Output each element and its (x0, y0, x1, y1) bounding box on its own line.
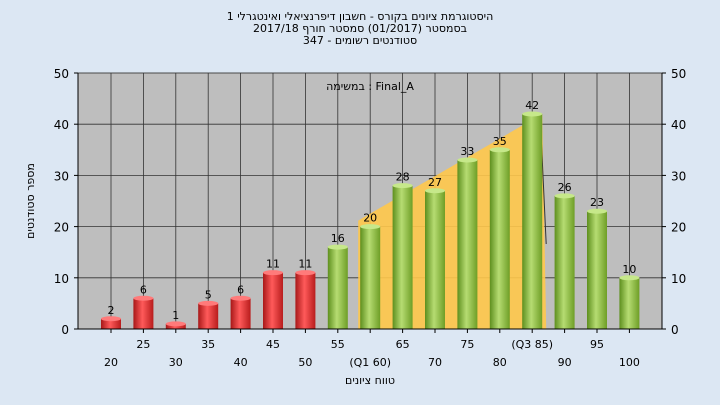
y-tick-label-right: 30 (671, 169, 686, 183)
bar-value-label: 11 (266, 258, 280, 271)
bar (230, 298, 251, 329)
bar-cap (101, 316, 121, 322)
chart-subtitle-semester: בסמסטר (01/2017) סמסטר חורף 2017/18 (253, 22, 467, 35)
x-tick-label: 50 (298, 356, 312, 369)
x-tick-label: 65 (396, 338, 410, 351)
y-tick-label-left: 50 (54, 67, 69, 81)
x-tick-label: 75 (460, 338, 474, 351)
bar-value-label: 33 (460, 145, 474, 158)
y-tick-label-left: 30 (54, 169, 69, 183)
bar-cap (619, 275, 640, 281)
y-tick-label-right: 0 (671, 323, 679, 337)
bar-cap (263, 270, 283, 276)
bar (327, 247, 348, 329)
bar (133, 298, 154, 329)
bar-cap (360, 224, 381, 230)
bar-value-label: 11 (298, 258, 312, 271)
bar (295, 272, 316, 329)
bar-cap (392, 183, 413, 189)
bar-cap (489, 147, 510, 153)
bar (165, 323, 186, 329)
bar (522, 113, 543, 330)
bar-cap (295, 270, 316, 276)
x-tick-label: 40 (234, 356, 248, 369)
bar-value-label: 16 (331, 232, 345, 245)
chart-title: היסטוגרמת ציונים בקורס - חשבון דיפרנציאל… (226, 10, 494, 23)
bar-value-label: 6 (237, 283, 244, 296)
x-axis-label: טווח ציונים (345, 374, 395, 387)
x-tick-label: 30 (169, 356, 183, 369)
y-tick-label-left: 40 (54, 118, 69, 132)
y-tick-label-left: 0 (61, 323, 69, 337)
bar (587, 211, 607, 329)
bar-value-label: 27 (428, 176, 442, 189)
bar (554, 195, 575, 329)
bar (425, 190, 445, 329)
y-tick-label-right: 50 (671, 67, 686, 81)
bar-value-label: 20 (363, 212, 377, 225)
bar (392, 185, 413, 329)
y-tick-label-right: 20 (671, 221, 686, 235)
bar (101, 318, 121, 329)
x-tick-label: 35 (201, 338, 215, 351)
bar (263, 272, 283, 329)
bar-value-label: 6 (140, 283, 147, 296)
bar-value-label: 26 (558, 181, 572, 194)
bar (489, 149, 510, 329)
x-tick-label: 45 (266, 338, 280, 351)
bar-cap (457, 157, 478, 163)
x-tick-label: 95 (590, 338, 604, 351)
chart-subtitle-students: סטודנטים רשומים - 347 (302, 34, 418, 47)
bar-cap (554, 193, 575, 199)
bar-value-label: 23 (590, 196, 604, 209)
bar-cap (425, 188, 445, 194)
x-tick-label: 100 (619, 356, 640, 369)
y-axis-label: מספר סטודנטים (24, 163, 37, 239)
x-tick-label: 80 (493, 356, 507, 369)
x-tick-label: 70 (428, 356, 442, 369)
x-tick-label: 25 (136, 338, 150, 351)
x-tick-label: 90 (558, 356, 572, 369)
x-tick-label: (Q1 60) (349, 356, 391, 369)
bar (198, 303, 219, 329)
bar-cap (327, 244, 348, 250)
chart-annotation: במשימה : Final_A (326, 80, 414, 93)
bar (457, 160, 478, 329)
bar-value-label: 10 (622, 263, 636, 276)
y-tick-label-left: 10 (54, 272, 69, 286)
bar (360, 226, 381, 329)
x-tick-label: (Q3 85) (511, 338, 553, 351)
bar-value-label: 5 (205, 288, 212, 301)
bar-cap (133, 295, 154, 301)
bar (619, 277, 640, 329)
bar-value-label: 1 (172, 309, 179, 322)
y-tick-label-right: 10 (671, 272, 686, 286)
bar-cap (587, 208, 607, 214)
x-tick-label: 20 (104, 356, 118, 369)
bar-cap (230, 295, 251, 301)
y-tick-label-left: 20 (54, 221, 69, 235)
bar-value-label: 42 (525, 99, 539, 112)
bar-value-label: 28 (396, 171, 410, 184)
y-tick-label-right: 40 (671, 118, 686, 132)
x-tick-label: 55 (331, 338, 345, 351)
bar-cap (198, 300, 219, 306)
bar-cap (165, 321, 186, 327)
bar-cap (522, 111, 543, 117)
bar-value-label: 2 (108, 304, 115, 317)
bar-value-label: 35 (493, 135, 507, 148)
